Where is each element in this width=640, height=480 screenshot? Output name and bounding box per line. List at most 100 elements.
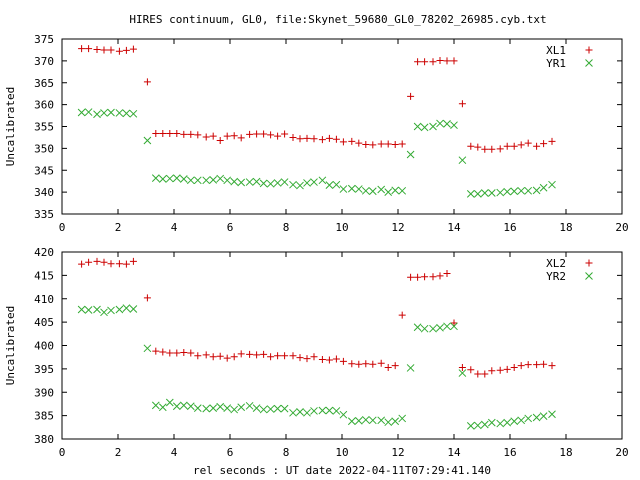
data-point [193,176,202,185]
legend-label: YR2 [546,270,566,283]
x-tick-label: 20 [615,221,628,234]
data-point [539,412,548,420]
y-axis-label: Uncalibrated [4,87,17,166]
data-point [202,176,211,185]
y-axis-label: Uncalibrated [4,306,17,385]
data-point [186,402,195,411]
data-point [467,142,475,150]
data-point [354,185,363,193]
data-point [347,184,356,193]
data-point [289,408,297,417]
data-point [332,355,340,363]
data-point [281,352,289,360]
data-point [230,132,238,140]
y-tick-label: 355 [34,121,54,134]
data-point [347,417,356,426]
data-point [172,174,181,182]
data-point [391,186,400,195]
data-point [143,294,151,302]
data-point [339,138,347,146]
data-point [384,363,392,371]
data-point [107,46,115,54]
legend-marker [585,59,593,67]
data-point [532,186,541,195]
data-point [122,109,131,118]
data-point [420,324,429,333]
data-point [310,407,318,415]
data-point [524,139,532,147]
data-point [245,178,254,186]
data-point [173,130,181,137]
data-point [93,257,101,265]
data-point [253,130,261,138]
data-point [216,137,224,144]
data-point [474,143,482,151]
legend-label: XL1 [546,44,566,57]
data-point [129,305,138,313]
x-tick-label: 0 [59,221,66,234]
data-point [84,306,93,314]
top-plot: 0 2 4 6 8 10 12 14 16 18 20 335 340 345 350 355 360 365 37… [4,33,629,234]
legend-marker [585,46,593,54]
data-point [339,185,348,193]
data-point [510,417,519,426]
data-point [355,360,363,368]
data-point [473,421,482,430]
data-point [122,260,130,268]
x-tick-label: 10 [335,221,348,234]
data-point [186,176,195,185]
data-point [165,174,174,183]
data-point [216,174,225,183]
data-point [143,78,151,86]
data-point [398,186,407,195]
data-point [391,417,400,426]
data-point [259,405,268,414]
legend-label: XL2 [546,257,566,270]
data-point [429,324,437,333]
data-point [377,416,386,425]
data-point [280,178,289,186]
data-point [280,404,289,413]
y-tick-label: 365 [34,77,54,90]
x-tick-label: 6 [227,446,234,459]
data-point [274,132,282,140]
x-tick-label: 16 [503,446,516,459]
data-point [152,347,160,355]
data-point [179,175,188,183]
data-point [421,273,429,281]
data-point [259,179,268,188]
data-point [194,131,202,139]
data-point [252,177,261,186]
data-point [266,405,275,413]
data-point [443,322,451,331]
data-point [193,404,202,412]
data-point [406,150,415,159]
data-point [487,418,496,427]
data-point [303,179,311,187]
data-point [93,305,101,314]
data-point [503,187,512,196]
data-point [481,370,489,378]
data-point [420,123,429,132]
data-point [332,135,340,143]
data-point [480,420,489,429]
data-point [289,180,297,189]
data-point [245,401,254,410]
data-point [303,408,311,417]
x-tick-label: 12 [391,221,404,234]
data-point [129,45,137,53]
data-point [310,135,318,143]
data-point [143,136,152,145]
data-point [421,58,429,66]
data-point [398,414,407,423]
bottom-plot: 0 2 4 6 8 10 12 14 16 18 20 380 385 390 395 400 405 410 41… [4,246,629,477]
data-point [384,418,393,427]
data-point [348,360,356,368]
y-tick-label: 340 [34,186,54,199]
data-point [384,140,392,148]
data-point [377,359,385,367]
data-point [318,136,326,144]
data-point [159,130,167,137]
data-point [362,360,370,368]
data-point [129,257,137,265]
